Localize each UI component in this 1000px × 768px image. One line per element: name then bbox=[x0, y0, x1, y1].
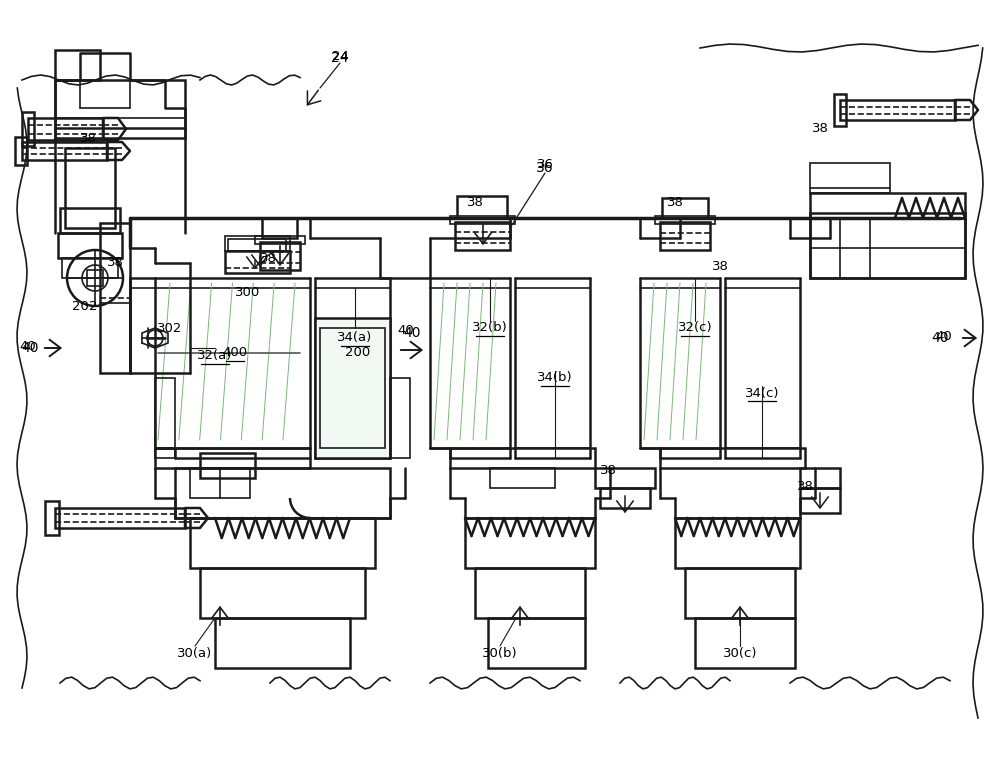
Bar bbox=[595, 468, 655, 488]
Bar bbox=[450, 216, 515, 224]
Bar bbox=[810, 218, 965, 278]
Bar bbox=[450, 448, 595, 468]
Text: 24: 24 bbox=[331, 51, 349, 65]
Text: 38: 38 bbox=[667, 197, 683, 210]
Bar bbox=[490, 468, 555, 488]
Bar bbox=[55, 50, 100, 80]
Text: 32(b): 32(b) bbox=[472, 322, 508, 335]
Bar bbox=[65, 148, 115, 228]
Text: 38: 38 bbox=[80, 131, 96, 144]
Bar bbox=[28, 118, 103, 140]
Bar bbox=[190, 468, 250, 498]
Text: 30(c): 30(c) bbox=[723, 647, 757, 660]
Bar bbox=[810, 163, 890, 193]
Bar bbox=[100, 223, 130, 373]
Text: 32(a): 32(a) bbox=[197, 349, 233, 362]
Bar bbox=[600, 488, 650, 508]
Text: 200: 200 bbox=[345, 346, 371, 359]
Bar bbox=[660, 448, 805, 468]
Text: 40: 40 bbox=[20, 339, 36, 353]
Bar bbox=[800, 488, 840, 513]
Bar bbox=[457, 196, 507, 218]
Bar bbox=[488, 618, 585, 668]
Text: 38: 38 bbox=[812, 121, 828, 134]
Bar bbox=[215, 618, 350, 668]
Bar bbox=[675, 518, 800, 568]
Text: 24: 24 bbox=[332, 49, 348, 62]
Text: 30(b): 30(b) bbox=[482, 647, 518, 660]
Text: 32(c): 32(c) bbox=[678, 322, 712, 335]
Bar bbox=[315, 318, 390, 458]
Bar bbox=[225, 251, 290, 273]
Text: 36: 36 bbox=[536, 161, 554, 175]
Bar bbox=[22, 112, 34, 146]
Bar bbox=[200, 568, 365, 618]
Text: 38: 38 bbox=[712, 260, 728, 273]
Bar bbox=[55, 508, 185, 528]
Bar bbox=[320, 328, 385, 448]
Bar bbox=[810, 193, 965, 218]
Text: 40: 40 bbox=[398, 323, 414, 336]
Bar bbox=[175, 468, 390, 518]
Text: 302: 302 bbox=[157, 322, 183, 335]
Bar bbox=[55, 80, 185, 138]
Text: 38: 38 bbox=[260, 251, 276, 264]
Bar bbox=[800, 468, 840, 488]
Bar bbox=[840, 100, 955, 120]
Bar bbox=[15, 137, 27, 165]
Bar bbox=[60, 208, 120, 233]
Text: 40: 40 bbox=[931, 331, 949, 345]
Bar bbox=[260, 242, 300, 270]
Bar bbox=[834, 94, 846, 126]
Bar bbox=[475, 568, 585, 618]
Bar bbox=[455, 222, 510, 250]
Bar bbox=[87, 270, 103, 286]
Bar bbox=[662, 198, 708, 218]
Bar bbox=[655, 216, 715, 224]
Text: 38: 38 bbox=[467, 197, 483, 210]
Text: 34(a): 34(a) bbox=[337, 332, 373, 345]
Bar bbox=[155, 378, 175, 458]
Bar bbox=[200, 453, 255, 478]
Bar bbox=[58, 233, 122, 258]
Text: 202: 202 bbox=[72, 300, 98, 313]
Bar bbox=[22, 142, 107, 160]
Text: 40: 40 bbox=[21, 341, 39, 355]
Bar bbox=[465, 518, 595, 568]
Bar bbox=[262, 218, 297, 238]
Text: 38: 38 bbox=[797, 479, 813, 492]
Bar bbox=[62, 258, 118, 278]
Text: 38: 38 bbox=[107, 257, 123, 270]
Bar bbox=[255, 236, 305, 244]
Text: 400: 400 bbox=[222, 346, 248, 359]
Text: 30(a): 30(a) bbox=[177, 647, 213, 660]
Bar bbox=[228, 239, 286, 251]
Bar bbox=[45, 501, 59, 535]
Bar bbox=[155, 448, 310, 468]
Text: 38: 38 bbox=[600, 464, 616, 476]
Text: 40: 40 bbox=[403, 326, 421, 340]
Bar bbox=[660, 222, 710, 250]
Bar bbox=[390, 378, 410, 458]
Bar bbox=[225, 236, 290, 251]
Text: 36: 36 bbox=[537, 158, 553, 171]
Text: 34(b): 34(b) bbox=[537, 372, 573, 385]
Text: 300: 300 bbox=[235, 286, 261, 300]
Bar bbox=[695, 618, 795, 668]
Bar bbox=[190, 518, 375, 568]
Text: 34(c): 34(c) bbox=[745, 386, 779, 399]
Bar bbox=[810, 213, 965, 278]
Text: 40: 40 bbox=[936, 329, 952, 343]
Bar bbox=[685, 568, 795, 618]
